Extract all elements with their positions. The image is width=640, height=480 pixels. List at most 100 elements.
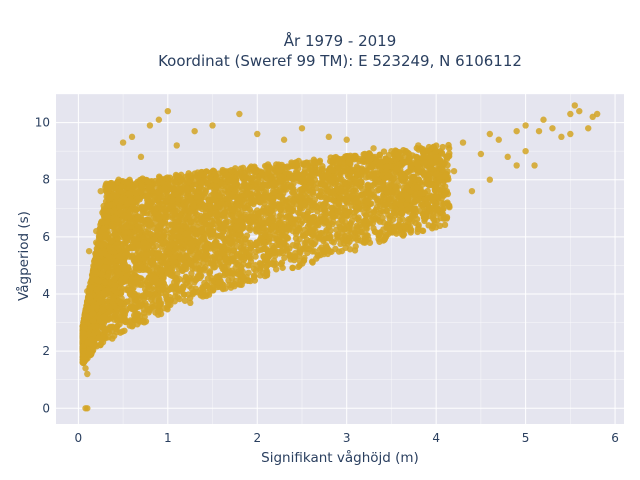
scatter-point (135, 195, 142, 202)
scatter-point (143, 209, 151, 217)
scatter-point (297, 194, 305, 201)
scatter-point (207, 176, 214, 184)
scatter-point (261, 256, 269, 264)
scatter-point (393, 223, 400, 230)
scatter-point (281, 254, 288, 262)
scatter-point (166, 285, 174, 293)
scatter-point (413, 184, 421, 191)
scatter-point (383, 156, 390, 164)
scatter-point (380, 202, 387, 209)
scatter-point (191, 288, 199, 296)
scatter-point (391, 195, 398, 202)
scatter-point (406, 187, 414, 195)
scatter-point (153, 205, 160, 212)
scatter-point (95, 334, 102, 341)
scatter-point (187, 299, 194, 307)
scatter-point (288, 189, 296, 196)
scatter-point (262, 210, 269, 217)
scatter-point (143, 251, 150, 258)
scatter-point (340, 195, 348, 203)
scatter-point (125, 264, 132, 271)
scatter-point (119, 316, 127, 324)
x-tick-label: 6 (611, 431, 619, 445)
scatter-point (253, 189, 261, 196)
scatter-point (221, 209, 229, 216)
scatter-point (264, 269, 271, 276)
scatter-point (318, 172, 326, 180)
scatter-point (358, 228, 366, 236)
scatter-point (355, 214, 362, 221)
scatter-point (413, 154, 421, 162)
scatter-point (138, 182, 145, 190)
scatter-point (228, 275, 236, 282)
scatter-point (226, 281, 233, 289)
scatter-point (292, 159, 300, 166)
scatter-point (311, 214, 318, 221)
scatter-point (269, 214, 277, 222)
scatter-point (170, 185, 177, 192)
x-tick-label: 1 (164, 431, 172, 445)
scatter-point (254, 175, 262, 183)
scatter-point (164, 270, 171, 277)
scatter-point (437, 214, 444, 222)
scatter-point (439, 205, 447, 213)
scatter-point (392, 200, 400, 207)
scatter-point (86, 326, 93, 333)
scatter-point (116, 187, 124, 195)
scatter-point (430, 216, 438, 224)
scatter-point (360, 218, 367, 225)
scatter-point (349, 235, 356, 242)
scatter-point (269, 187, 277, 194)
scatter-point (332, 200, 339, 207)
scatter-point (106, 244, 113, 252)
scatter-point (404, 218, 412, 225)
scatter-point (407, 226, 415, 233)
scatter-point (327, 194, 334, 201)
scatter-point (151, 210, 159, 218)
scatter-point (390, 180, 398, 188)
scatter-point (414, 163, 422, 171)
scatter-point (374, 198, 381, 205)
scatter-point (307, 179, 314, 186)
scatter-point (299, 260, 306, 267)
x-tick-label: 2 (253, 431, 261, 445)
scatter-point (99, 226, 107, 234)
chart-title-line-1: År 1979 - 2019 (284, 31, 397, 50)
scatter-point (356, 155, 363, 163)
scatter-point (156, 224, 164, 231)
scatter-point (190, 203, 197, 210)
scatter-point (399, 178, 407, 185)
scatter-point (186, 282, 193, 290)
scatter-point (191, 219, 198, 226)
scatter-point (172, 275, 179, 282)
scatter-point (147, 272, 154, 279)
scatter-point (264, 248, 271, 255)
scatter-point (432, 203, 439, 210)
scatter-point (292, 235, 300, 242)
scatter-point (358, 178, 365, 185)
scatter-point (204, 215, 211, 222)
scatter-point (207, 245, 214, 252)
scatter-point (276, 201, 283, 208)
y-tick-label: 2 (42, 344, 50, 358)
scatter-point (242, 246, 249, 253)
scatter-point (163, 248, 170, 255)
scatter-point (171, 190, 179, 198)
scatter-point (283, 198, 290, 206)
scatter-point (419, 227, 427, 235)
scatter-point (321, 194, 329, 201)
scatter-point (158, 243, 165, 250)
scatter-point (240, 256, 248, 263)
scatter-point (308, 228, 315, 235)
scatter-point (384, 230, 392, 238)
scatter-point (121, 327, 128, 334)
scatter-point (445, 203, 453, 210)
scatter-point (200, 252, 207, 259)
scatter-point (276, 177, 284, 184)
scatter-point (165, 222, 172, 229)
scatter-point (303, 193, 310, 201)
scatter-point (201, 267, 208, 274)
scatter-point (222, 255, 229, 262)
scatter-point (366, 171, 373, 178)
scatter-point (132, 180, 139, 188)
